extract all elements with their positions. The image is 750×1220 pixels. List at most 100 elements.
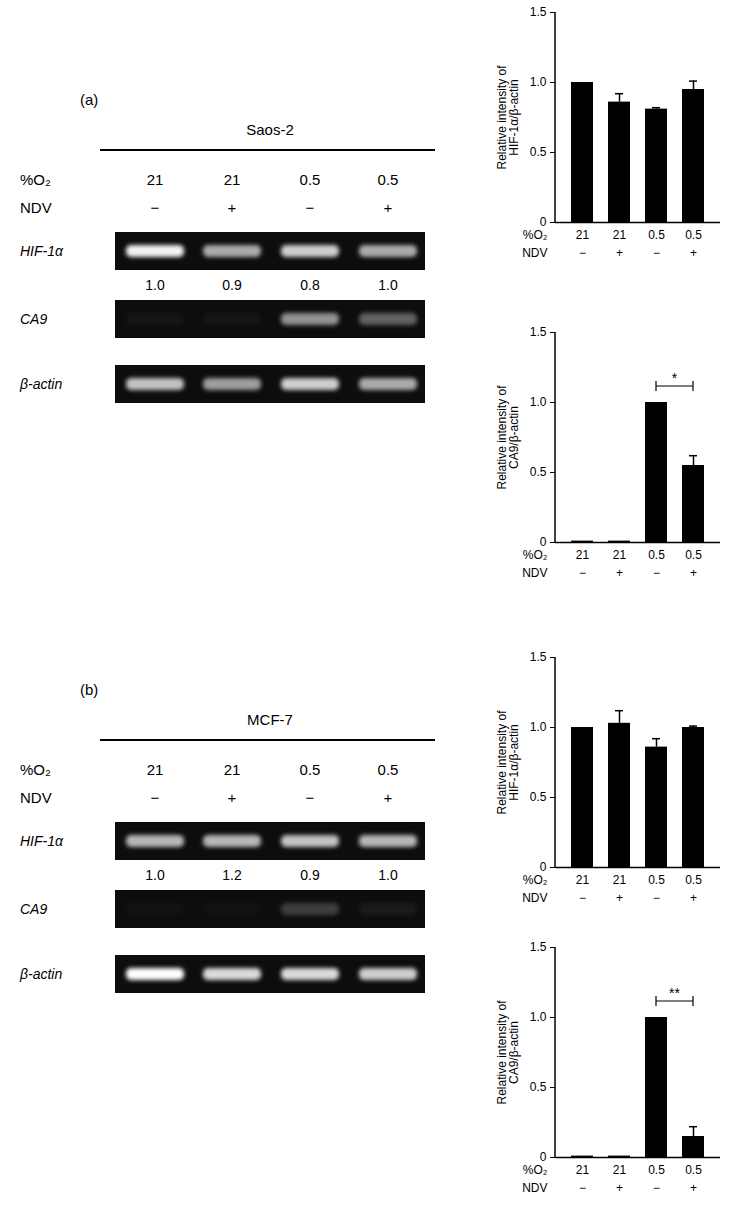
svg-text:21: 21	[613, 873, 627, 887]
svg-text:−: −	[151, 789, 160, 806]
svg-text:0.5: 0.5	[685, 548, 702, 562]
svg-text:%O₂: %O₂	[20, 761, 51, 778]
svg-text:−: −	[653, 566, 660, 580]
svg-text:+: +	[228, 199, 237, 216]
svg-text:0.8: 0.8	[300, 277, 320, 293]
svg-text:0.9: 0.9	[222, 277, 242, 293]
svg-text:0.5: 0.5	[378, 761, 399, 778]
svg-text:+: +	[690, 1181, 697, 1195]
svg-text:+: +	[616, 1181, 623, 1195]
svg-text:1.0: 1.0	[145, 277, 165, 293]
svg-text:0.5: 0.5	[300, 761, 321, 778]
svg-text:NDV: NDV	[522, 566, 547, 580]
svg-text:%O₂: %O₂	[523, 873, 548, 887]
svg-text:−: −	[579, 566, 586, 580]
svg-text:0.5: 0.5	[300, 171, 321, 188]
svg-text:−: −	[579, 1181, 586, 1195]
svg-text:HIF-1α: HIF-1α	[20, 243, 64, 259]
svg-text:Relative intensity ofHIF-1α/β-: Relative intensity ofHIF-1α/β-actin	[495, 65, 521, 170]
svg-text:−: −	[151, 199, 160, 216]
svg-text:+: +	[690, 246, 697, 260]
svg-text:β-actin: β-actin	[19, 376, 62, 392]
svg-text:1.5: 1.5	[530, 325, 547, 339]
svg-text:21: 21	[613, 228, 627, 242]
svg-text:0: 0	[539, 215, 547, 230]
svg-text:0.5: 0.5	[378, 171, 399, 188]
svg-text:Relative intensity ofCA9/β-act: Relative intensity ofCA9/β-actin	[495, 385, 521, 490]
svg-text:0.5: 0.5	[648, 228, 665, 242]
svg-text:21: 21	[613, 548, 627, 562]
svg-text:NDV: NDV	[20, 199, 52, 216]
svg-text:21: 21	[147, 761, 164, 778]
svg-text:0.5: 0.5	[648, 1163, 665, 1177]
svg-text:%O₂: %O₂	[523, 228, 548, 242]
svg-text:21: 21	[576, 873, 590, 887]
svg-text:0: 0	[539, 535, 547, 550]
svg-text:1.2: 1.2	[222, 867, 242, 883]
svg-text:0.5: 0.5	[685, 873, 702, 887]
svg-text:HIF-1α: HIF-1α	[20, 833, 64, 849]
svg-text:0.5: 0.5	[530, 1080, 547, 1094]
svg-text:NDV: NDV	[20, 789, 52, 806]
svg-text:−: −	[306, 199, 315, 216]
svg-text:−: −	[579, 891, 586, 905]
svg-text:0.5: 0.5	[648, 873, 665, 887]
svg-text:NDV: NDV	[522, 246, 547, 260]
svg-text:NDV: NDV	[522, 1181, 547, 1195]
svg-text:21: 21	[613, 1163, 627, 1177]
svg-text:(a): (a)	[80, 91, 98, 108]
svg-text:+: +	[690, 566, 697, 580]
svg-text:%O₂: %O₂	[523, 1163, 548, 1177]
svg-text:1.0: 1.0	[530, 75, 547, 89]
svg-text:%O₂: %O₂	[20, 171, 51, 188]
svg-text:MCF-7: MCF-7	[247, 711, 293, 728]
svg-text:1.5: 1.5	[530, 940, 547, 954]
svg-text:Saos-2: Saos-2	[246, 121, 294, 138]
svg-text:Relative intensity ofHIF-1α/β-: Relative intensity ofHIF-1α/β-actin	[495, 710, 521, 815]
svg-text:*: *	[672, 370, 678, 386]
svg-text:21: 21	[224, 761, 241, 778]
svg-text:21: 21	[576, 548, 590, 562]
svg-text:−: −	[653, 1181, 660, 1195]
svg-text:1.5: 1.5	[530, 650, 547, 664]
svg-text:β-actin: β-actin	[19, 966, 62, 982]
svg-text:0: 0	[539, 860, 547, 875]
svg-text:−: −	[653, 891, 660, 905]
svg-text:21: 21	[576, 228, 590, 242]
svg-text:0.5: 0.5	[530, 790, 547, 804]
svg-text:21: 21	[147, 171, 164, 188]
svg-text:%O₂: %O₂	[523, 548, 548, 562]
svg-text:−: −	[306, 789, 315, 806]
svg-text:(b): (b)	[80, 681, 98, 698]
svg-text:21: 21	[576, 1163, 590, 1177]
svg-text:+: +	[228, 789, 237, 806]
svg-text:1.0: 1.0	[378, 277, 398, 293]
svg-text:+: +	[384, 789, 393, 806]
svg-text:+: +	[690, 891, 697, 905]
svg-text:1.0: 1.0	[530, 395, 547, 409]
svg-text:+: +	[384, 199, 393, 216]
svg-text:0.9: 0.9	[300, 867, 320, 883]
svg-text:1.0: 1.0	[530, 720, 547, 734]
svg-text:0.5: 0.5	[648, 548, 665, 562]
svg-text:**: **	[669, 985, 680, 1001]
svg-text:CA9: CA9	[20, 901, 47, 917]
svg-text:−: −	[653, 246, 660, 260]
svg-text:+: +	[616, 566, 623, 580]
svg-text:+: +	[616, 246, 623, 260]
svg-text:0.5: 0.5	[685, 1163, 702, 1177]
svg-text:0.5: 0.5	[530, 145, 547, 159]
svg-text:0: 0	[539, 1150, 547, 1165]
svg-text:1.0: 1.0	[530, 1010, 547, 1024]
svg-text:1.5: 1.5	[530, 5, 547, 19]
svg-text:+: +	[616, 891, 623, 905]
svg-text:CA9: CA9	[20, 311, 47, 327]
svg-text:1.0: 1.0	[145, 867, 165, 883]
svg-text:21: 21	[224, 171, 241, 188]
svg-text:0.5: 0.5	[685, 228, 702, 242]
svg-text:−: −	[579, 246, 586, 260]
svg-text:NDV: NDV	[522, 891, 547, 905]
svg-text:1.0: 1.0	[378, 867, 398, 883]
svg-text:0.5: 0.5	[530, 465, 547, 479]
svg-text:Relative intensity ofCA9/β-act: Relative intensity ofCA9/β-actin	[495, 1000, 521, 1105]
